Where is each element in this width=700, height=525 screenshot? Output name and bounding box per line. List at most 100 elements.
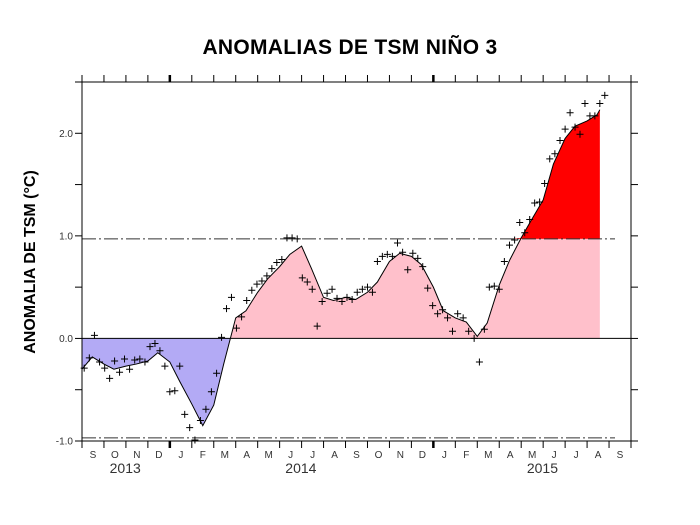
data-point (434, 310, 442, 318)
data-point (480, 325, 488, 333)
data-point (141, 358, 149, 366)
data-point (181, 410, 189, 418)
data-point (288, 234, 296, 242)
data-point (207, 388, 215, 396)
data-point (596, 100, 604, 108)
data-point (238, 313, 246, 321)
month-label: J (178, 450, 183, 461)
month-label: J (288, 450, 293, 461)
data-point (393, 239, 401, 247)
data-point (581, 100, 589, 108)
month-label: A (243, 450, 250, 461)
data-point (263, 272, 271, 280)
data-point (202, 405, 210, 413)
data-point (419, 263, 427, 271)
data-point (121, 355, 129, 363)
plot-frame (81, 81, 632, 442)
y-tick-label: 0.0 (59, 334, 73, 345)
data-point (258, 277, 266, 285)
data-point (213, 369, 221, 377)
data-point (186, 424, 194, 432)
data-point (318, 298, 326, 306)
data-point (278, 255, 286, 263)
data-point (116, 368, 124, 376)
data-point (561, 125, 569, 133)
data-point (136, 355, 144, 363)
data-point (227, 293, 235, 301)
data-point (293, 235, 301, 243)
data-point (521, 229, 529, 237)
month-label: D (155, 450, 162, 461)
data-point (500, 258, 508, 265)
data-point (191, 436, 199, 444)
data-point (439, 306, 447, 314)
data-point (298, 274, 306, 282)
data-point (414, 254, 422, 262)
data-point (156, 347, 164, 355)
data-point (373, 258, 381, 265)
month-label: S (353, 450, 360, 461)
month-label: J (442, 450, 447, 461)
data-point (459, 314, 467, 322)
data-point (218, 333, 226, 341)
month-label: M (528, 450, 536, 461)
data-point (243, 296, 251, 304)
data-point (303, 278, 311, 286)
data-point (196, 416, 204, 424)
data-point (338, 298, 346, 306)
month-label: M (264, 450, 272, 461)
data-point (566, 109, 574, 117)
data-point (323, 289, 331, 297)
y-tick-label: -1.0 (56, 437, 74, 448)
data-point (253, 280, 261, 288)
positive-anomaly-area (230, 109, 600, 339)
data-point (268, 265, 276, 273)
year-label: 2013 (110, 460, 141, 476)
year-label: 2015 (527, 460, 558, 476)
data-point (223, 305, 231, 313)
data-point (541, 180, 549, 188)
data-point (591, 112, 599, 120)
month-label: A (331, 450, 338, 461)
data-point (556, 136, 564, 144)
month-label: J (574, 450, 579, 461)
data-point (505, 241, 513, 249)
data-point (348, 295, 356, 303)
data-point (353, 288, 361, 296)
month-label: M (221, 450, 229, 461)
data-point (490, 282, 498, 290)
data-point (404, 266, 412, 274)
data-point (485, 283, 493, 291)
data-point (475, 358, 483, 366)
data-point (111, 357, 119, 365)
data-point (166, 388, 174, 396)
data-point (126, 365, 134, 373)
data-point (536, 198, 544, 206)
data-point (409, 249, 417, 257)
data-point (444, 314, 452, 322)
data-point (146, 343, 154, 351)
data-point (131, 356, 139, 364)
data-point (343, 293, 351, 301)
data-point (96, 358, 104, 366)
data-point (454, 310, 462, 318)
data-point (383, 250, 391, 258)
data-point (171, 387, 179, 395)
data-point (511, 236, 519, 244)
data-point (85, 354, 93, 362)
month-label: A (507, 450, 514, 461)
data-point (101, 364, 109, 372)
y-tick-label: 2.0 (59, 129, 73, 140)
data-point (328, 285, 336, 293)
month-label: F (463, 450, 469, 461)
data-point (358, 285, 366, 293)
data-point (368, 288, 376, 296)
data-point (388, 252, 396, 260)
data-point (363, 283, 371, 291)
data-point (151, 340, 159, 348)
data-point (546, 155, 554, 163)
data-point (448, 327, 456, 335)
month-label: J (552, 450, 557, 461)
data-point (176, 362, 184, 370)
